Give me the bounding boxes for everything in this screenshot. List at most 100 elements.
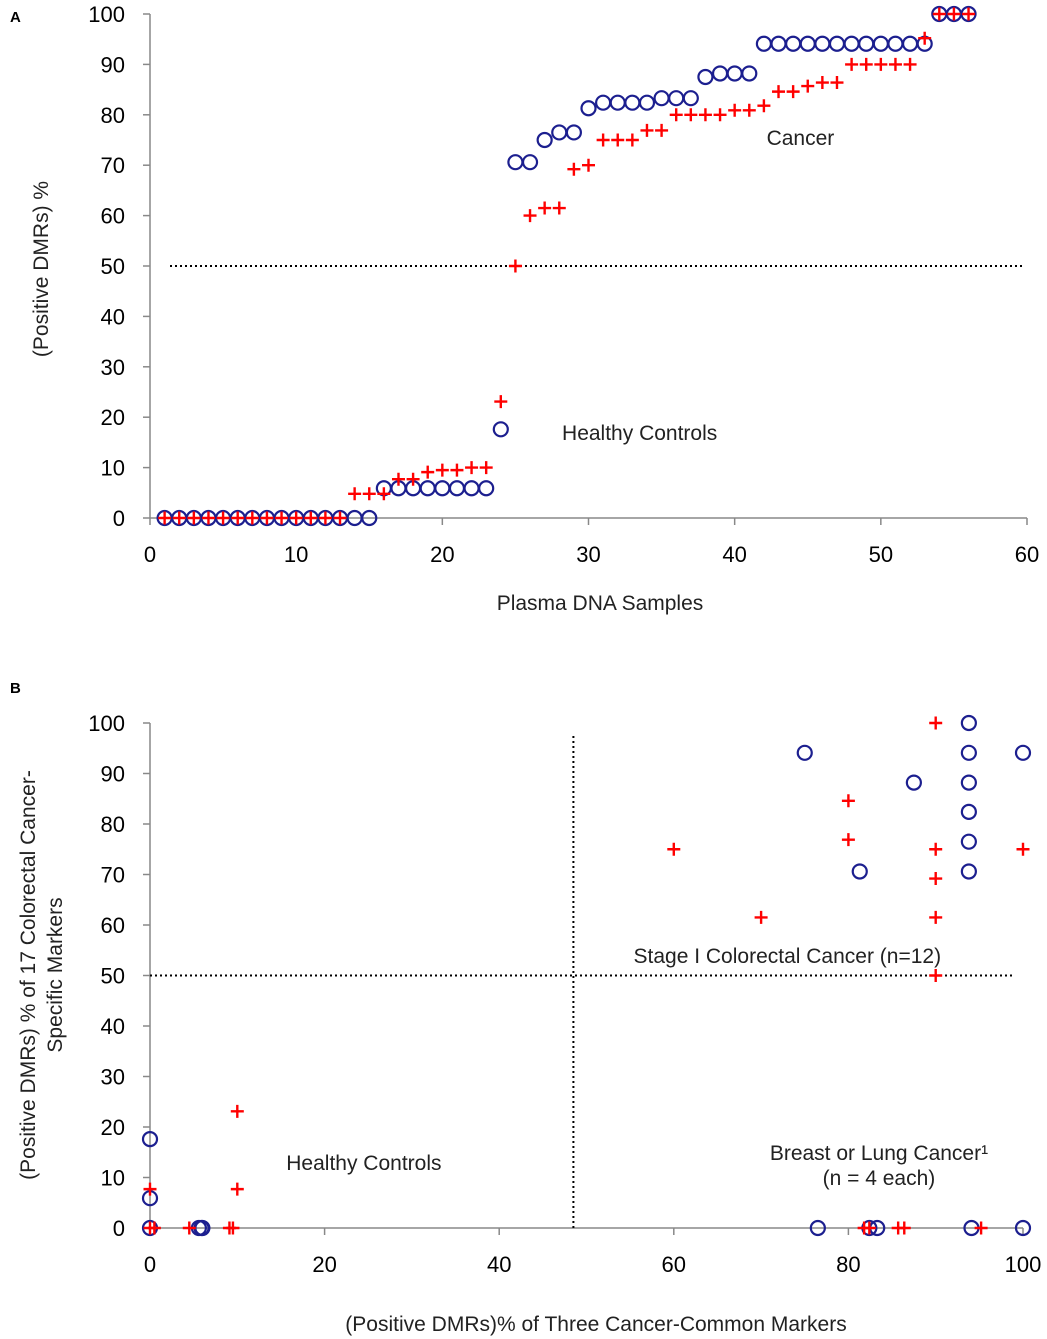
circle-point: [960, 5, 977, 23]
y-tick-label: 60: [101, 913, 125, 938]
panel-b-letter: B: [10, 680, 21, 697]
panel-b: B 0 20 40 60 80 100 0 10 20 30 40 50 60 70 80 90 100 Sta…: [10, 680, 1041, 1336]
plus-point: [552, 201, 566, 215]
plus-point: [304, 511, 318, 525]
circle-point: [741, 65, 758, 82]
y-tick-label: 30: [101, 1065, 125, 1090]
plus-point: [667, 842, 681, 856]
y-tick-label: 40: [101, 1014, 125, 1039]
plus-point: [929, 716, 943, 730]
plus-point: [275, 511, 289, 525]
x-tick-label: 0: [144, 542, 156, 567]
plus-point: [698, 108, 712, 122]
x-tick-label: 30: [576, 542, 600, 567]
plus-point: [728, 103, 742, 117]
plus-point: [508, 259, 522, 273]
circle-point: [960, 833, 977, 850]
plus-point: [929, 872, 943, 886]
plus-point: [187, 511, 201, 525]
panel-b-ticks: 0 20 40 60 80 100 0 10 20 30 40 50 60 70 80 90 100: [88, 711, 1041, 1277]
circle-point: [141, 1131, 159, 1148]
plus-point: [611, 133, 625, 147]
plus-point: [830, 76, 844, 90]
y-tick-label: 60: [101, 204, 125, 229]
panel-a-annotation-healthy: Healthy Controls: [562, 422, 717, 445]
circle-point: [521, 154, 539, 171]
plus-point: [897, 1221, 911, 1235]
plus-point: [772, 85, 786, 99]
circle-point: [492, 421, 509, 438]
panel-a-ticks: 0 10 20 30 40 50 60 0 10 20 30 40 50 60 70 80 90 100: [88, 2, 1039, 567]
panel-a-y-axis-label: (Positive DMRs) %: [30, 181, 53, 357]
plus-point: [862, 1221, 876, 1235]
plus-point: [143, 1182, 157, 1196]
plus-point: [841, 833, 855, 847]
x-tick-label: 80: [836, 1252, 860, 1277]
plus-point: [929, 842, 943, 856]
x-tick-label: 100: [1005, 1252, 1042, 1277]
x-tick-label: 60: [1015, 542, 1039, 567]
plus-point: [230, 1182, 244, 1196]
plus-point: [158, 511, 172, 525]
plus-point: [523, 209, 537, 223]
circle-point: [682, 90, 699, 107]
plus-point: [201, 511, 215, 525]
plus-point: [231, 511, 245, 525]
y-tick-label: 80: [101, 812, 125, 837]
plus-point: [874, 57, 888, 71]
plus-point: [625, 133, 639, 147]
y-tick-label: 0: [113, 1216, 125, 1241]
circle-point: [565, 124, 582, 141]
plus-point: [216, 511, 230, 525]
plus-point: [596, 133, 610, 147]
plus-point: [655, 123, 669, 137]
plus-point: [465, 461, 479, 475]
plus-point: [929, 969, 943, 982]
plus-point: [567, 162, 581, 176]
x-tick-label: 40: [722, 542, 746, 567]
panel-b-points: [141, 714, 1032, 1237]
plus-point: [172, 511, 186, 525]
circle-point: [580, 100, 597, 117]
y-tick-label: 0: [113, 506, 125, 531]
y-tick-label: 50: [101, 964, 125, 989]
circle-point: [478, 480, 495, 497]
plus-point: [815, 76, 829, 90]
plus-point: [947, 7, 961, 21]
circle-point: [960, 774, 977, 791]
y-tick-label: 100: [88, 711, 125, 736]
y-tick-label: 90: [101, 762, 125, 787]
panel-a-x-axis-label: Plasma DNA Samples: [497, 592, 704, 615]
panel-b-y-axis-label-line1: (Positive DMRs) % of 17 Colorectal Cance…: [17, 770, 40, 1180]
plus-point: [435, 463, 449, 477]
plus-point: [245, 511, 259, 525]
panel-b-annotation-n-each: (n = 4 each): [823, 1167, 936, 1190]
plus-point: [742, 103, 756, 117]
plus-point: [333, 511, 347, 525]
circle-point: [960, 863, 977, 880]
y-tick-label: 20: [101, 405, 125, 430]
plus-point: [888, 57, 902, 71]
plus-point: [377, 487, 391, 501]
panel-b-annotation-healthy: Healthy Controls: [286, 1152, 441, 1175]
plus-point: [538, 201, 552, 215]
plus-point: [669, 108, 683, 122]
plus-point: [786, 85, 800, 99]
plus-point: [406, 472, 420, 486]
x-tick-label: 0: [144, 1252, 156, 1277]
y-tick-label: 20: [101, 1115, 125, 1140]
circle-point: [536, 131, 553, 149]
plus-point: [684, 108, 698, 122]
plus-point: [582, 158, 595, 172]
circle-point: [809, 1219, 826, 1237]
y-tick-label: 50: [101, 254, 125, 279]
panel-a: A 0 10 20 30 40 50 60 0 10 20 30 40 50 60 70 80 90 100 Ca…: [10, 2, 1039, 615]
circle-point: [960, 744, 977, 761]
circle-point: [697, 68, 714, 86]
plus-point: [929, 910, 943, 924]
plus-point: [801, 79, 815, 93]
plus-point: [640, 123, 654, 137]
x-tick-label: 20: [430, 542, 454, 567]
plus-point: [713, 108, 727, 122]
x-tick-label: 40: [487, 1252, 511, 1277]
